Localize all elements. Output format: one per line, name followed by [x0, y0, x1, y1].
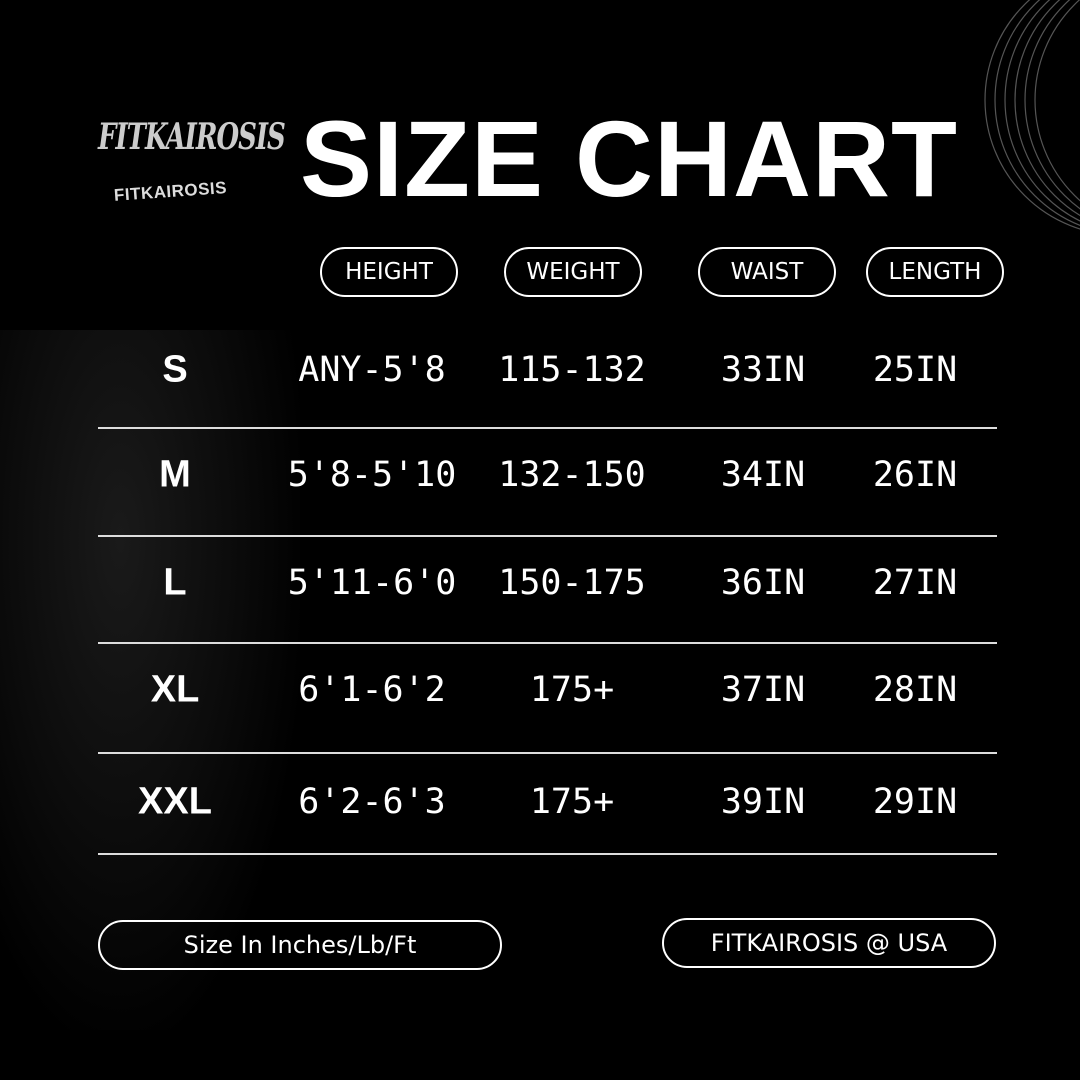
decorative-arcs: [984, 0, 1080, 230]
column-header-length: LENGTH: [866, 247, 1004, 297]
cell-weight: 150-175: [498, 563, 646, 603]
row-divider: [98, 853, 997, 855]
cell-weight: 132-150: [498, 455, 646, 495]
cell-size: XXL: [138, 780, 212, 823]
cell-height: 6'2-6'3: [298, 782, 446, 822]
units-note: Size In Inches/Lb/Ft: [98, 920, 502, 970]
row-divider: [98, 427, 997, 429]
column-header-weight: WEIGHT: [504, 247, 642, 297]
cell-length: 25IN: [872, 350, 958, 390]
cell-waist: 34IN: [720, 455, 806, 495]
cell-size: S: [162, 348, 188, 391]
cell-length: 29IN: [872, 782, 958, 822]
cell-size: L: [163, 561, 187, 604]
cell-length: 26IN: [872, 455, 958, 495]
cell-height: 5'8-5'10: [287, 455, 457, 495]
background-model-photo: [0, 330, 300, 1030]
cell-weight: 175+: [529, 782, 615, 822]
cell-size: XL: [150, 668, 200, 711]
cell-size: M: [159, 453, 191, 496]
cell-length: 27IN: [872, 563, 958, 603]
row-divider: [98, 752, 997, 754]
cell-weight: 175+: [529, 670, 615, 710]
cell-waist: 36IN: [720, 563, 806, 603]
brand-logo: FITKAIROSIS FITKAIROSIS: [98, 108, 286, 205]
row-divider: [98, 535, 997, 537]
cell-waist: 33IN: [720, 350, 806, 390]
cell-weight: 115-132: [498, 350, 646, 390]
cell-height: ANY-5'8: [298, 350, 446, 390]
logo-mark: FITKAIROSIS: [98, 117, 286, 159]
brand-country-badge: FITKAIROSIS @ USA: [662, 918, 996, 968]
cell-waist: 37IN: [720, 670, 806, 710]
row-divider: [98, 642, 997, 644]
cell-length: 28IN: [872, 670, 958, 710]
column-header-waist: WAIST: [698, 247, 836, 297]
column-header-height: HEIGHT: [320, 247, 458, 297]
cell-waist: 39IN: [720, 782, 806, 822]
logo-text: FITKAIROSIS: [113, 178, 228, 205]
cell-height: 5'11-6'0: [287, 563, 457, 603]
cell-height: 6'1-6'2: [298, 670, 446, 710]
page-title: SIZE CHART: [300, 98, 958, 219]
